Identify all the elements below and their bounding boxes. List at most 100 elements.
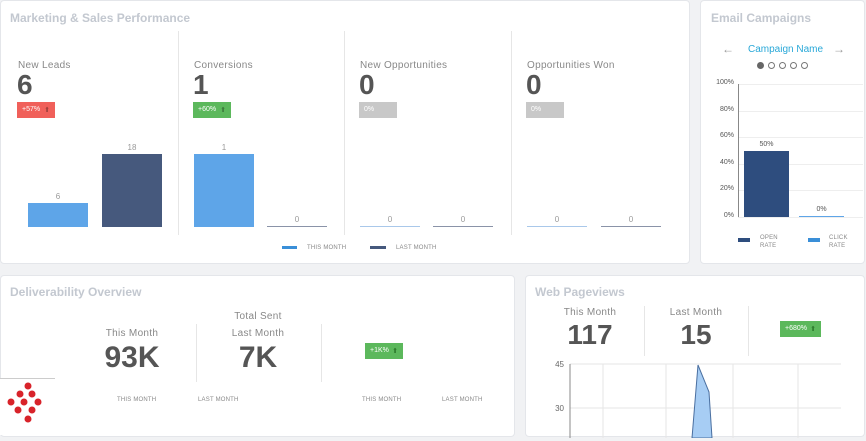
gridline [738,217,863,218]
metric-label: New Leads [18,60,71,71]
divider [178,31,179,235]
dot[interactable] [801,62,808,69]
arrow-up-icon: ⬆ [392,348,398,355]
logo-icon [7,382,42,423]
metric-value: 0 [359,69,375,100]
bar-this-month[interactable] [194,154,254,227]
y-axis [738,84,739,217]
metric-value: 6 [17,69,33,100]
bar-this-month[interactable] [360,225,420,227]
y-tick: 60% [719,132,734,140]
bar-click-rate[interactable] [799,216,844,217]
bar-last-month[interactable] [433,225,493,227]
divider [344,31,345,235]
pagination-dots [757,62,808,69]
y-tick: 0% [723,212,734,219]
bar-value-label: 6 [55,191,61,201]
bar-last-month[interactable] [267,225,327,227]
change-badge: +1K% ⬆ [365,343,403,359]
last-month-label: Last Month [669,307,723,318]
this-month-value: 93K [104,341,160,374]
footer-label: THIS MONTH [117,397,157,403]
metric-value: 0 [526,69,542,100]
y-tick: 20% [719,185,734,193]
metric-value: 1 [193,69,209,100]
campaign-name[interactable]: Campaign Name [748,44,824,55]
arrow-left-icon[interactable]: ← [722,42,734,56]
metric-badge: 0% [359,102,397,118]
metric-label: New Opportunities [360,60,448,71]
last-month-label: Last Month [231,328,285,339]
panel-title: Email Campaigns [711,11,812,25]
y-tick: 45 [555,360,564,369]
divider [748,306,749,356]
bar-value-label: 0 [387,214,393,224]
last-month-value: 7K [238,341,278,374]
y-tick: 100% [716,79,734,86]
arrow-right-icon[interactable]: → [833,42,845,56]
metric-label: Conversions [194,60,253,71]
bar-open-rate[interactable] [744,150,789,217]
legend-last-month: LAST MONTH [396,245,437,251]
dot[interactable] [768,62,775,69]
this-month-value: 117 [567,319,613,350]
panel-title: Web Pageviews [535,285,625,299]
dot[interactable] [790,62,797,69]
bar-value-label: 0 [554,214,560,224]
gridline [738,84,863,85]
pageviews-area [691,364,713,438]
marketing-panel: Marketing & Sales Performance New Leads … [0,0,690,264]
legend-click-swatch [808,238,820,242]
divider [321,324,322,382]
footer-label: THIS MONTH [362,397,402,403]
bar-value-label: 1 [221,143,227,152]
bar-value-label: 18 [127,143,137,152]
footer-label: LAST MONTH [198,397,239,403]
metric-badge: +60% ⬆ [193,102,231,118]
last-month-value: 15 [680,319,712,350]
this-month-label: This Month [105,328,159,339]
bar-value-label: 0 [294,214,300,224]
email-campaigns-panel: Email Campaigns ← Campaign Name → 100% 8… [700,0,865,264]
divider [644,306,645,356]
dot-active[interactable] [757,62,764,69]
dot[interactable] [779,62,786,69]
pageviews-chart: 45 30 [555,360,841,438]
divider [196,324,197,382]
bar-value-label: 50% [759,140,774,148]
panel-title: Marketing & Sales Performance [10,11,191,25]
total-sent-label: Total Sent [234,311,282,322]
legend-this-month-swatch [282,246,297,249]
gridline [738,110,863,112]
arrow-icon: ⬆ [220,107,226,114]
bar-last-month[interactable] [102,154,162,227]
arrow-icon: ⬆ [44,107,50,114]
web-pageviews-panel: Web Pageviews This Month 117 Last Month … [525,275,865,438]
arrow-up-icon: ⬆ [810,326,816,333]
gridline [738,137,863,139]
legend-click-rate: CLICK RATE [829,235,848,249]
bar-value-label: 0% [816,206,827,213]
metric-badge: 0% [526,102,564,118]
y-tick: 40% [719,158,734,166]
metric-badge: +57% ⬆ [17,102,55,118]
legend-last-month-swatch [370,246,386,249]
gridline [738,163,863,165]
panel-title: Deliverability Overview [10,285,142,299]
bar-this-month[interactable] [527,225,587,227]
metric-label: Opportunities Won [527,60,615,71]
bar-value-label: 0 [628,214,634,224]
logo [0,378,55,435]
gridline [738,190,863,192]
y-tick: 80% [719,105,734,113]
bar-value-label: 0 [460,214,466,224]
y-tick: 30 [555,404,564,413]
this-month-label: This Month [563,307,617,318]
deliverability-panel: Deliverability Overview Total Sent This … [0,275,515,437]
legend-open-swatch [738,238,750,242]
divider [511,31,512,235]
change-badge: +680% ⬆ [780,321,821,337]
footer-label: LAST MONTH [442,397,483,403]
bar-this-month[interactable] [28,202,88,227]
bar-last-month[interactable] [601,225,661,227]
